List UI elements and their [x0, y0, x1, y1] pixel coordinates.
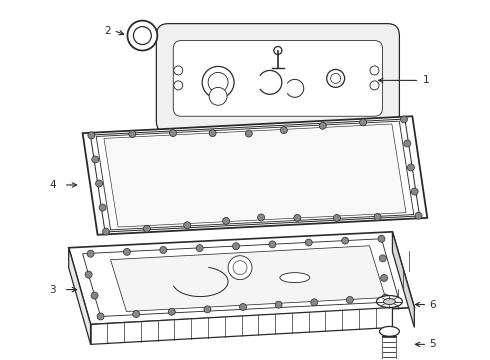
Circle shape — [311, 299, 318, 306]
Text: 6: 6 — [429, 300, 436, 310]
Circle shape — [333, 215, 341, 221]
Circle shape — [415, 212, 422, 219]
Ellipse shape — [376, 296, 402, 307]
Circle shape — [370, 66, 379, 75]
Circle shape — [258, 214, 265, 221]
Circle shape — [400, 116, 408, 123]
Circle shape — [170, 130, 176, 136]
Circle shape — [360, 119, 367, 126]
Circle shape — [305, 239, 312, 246]
Circle shape — [385, 327, 394, 336]
Polygon shape — [69, 232, 415, 324]
Circle shape — [228, 256, 252, 280]
Circle shape — [342, 237, 348, 244]
Circle shape — [129, 130, 136, 138]
Polygon shape — [392, 232, 415, 328]
Polygon shape — [83, 116, 427, 235]
Circle shape — [202, 67, 234, 98]
Polygon shape — [91, 307, 392, 345]
Circle shape — [133, 27, 151, 45]
Circle shape — [102, 228, 109, 235]
Circle shape — [269, 241, 276, 248]
Circle shape — [411, 188, 418, 195]
Text: 1: 1 — [423, 75, 430, 85]
Circle shape — [209, 87, 227, 105]
Circle shape — [222, 217, 229, 224]
Circle shape — [85, 271, 92, 278]
Circle shape — [379, 255, 386, 262]
Circle shape — [144, 225, 150, 232]
Polygon shape — [104, 124, 406, 227]
Text: 2: 2 — [104, 26, 111, 36]
Polygon shape — [83, 239, 399, 316]
Circle shape — [91, 292, 98, 299]
Ellipse shape — [379, 327, 399, 336]
Circle shape — [92, 156, 99, 163]
Circle shape — [99, 204, 106, 211]
Circle shape — [275, 301, 282, 308]
Circle shape — [319, 122, 326, 129]
Circle shape — [378, 235, 385, 242]
Circle shape — [160, 247, 167, 253]
Polygon shape — [96, 121, 414, 230]
Circle shape — [123, 248, 130, 255]
Circle shape — [382, 294, 389, 301]
Ellipse shape — [280, 273, 310, 283]
Circle shape — [97, 313, 104, 320]
Circle shape — [88, 132, 95, 139]
Circle shape — [184, 222, 191, 229]
Polygon shape — [111, 246, 386, 311]
Circle shape — [127, 21, 157, 50]
Polygon shape — [69, 248, 91, 345]
Circle shape — [233, 243, 240, 250]
Circle shape — [196, 245, 203, 252]
Ellipse shape — [384, 298, 395, 305]
Circle shape — [370, 81, 379, 90]
Circle shape — [174, 81, 183, 90]
Circle shape — [208, 72, 228, 92]
Circle shape — [133, 311, 140, 318]
Circle shape — [168, 308, 175, 315]
Circle shape — [274, 46, 282, 54]
Circle shape — [245, 130, 252, 137]
Circle shape — [87, 250, 94, 257]
Circle shape — [407, 164, 415, 171]
Circle shape — [346, 296, 353, 303]
Text: 3: 3 — [49, 284, 56, 294]
Circle shape — [327, 69, 344, 87]
Circle shape — [174, 66, 183, 75]
Circle shape — [204, 306, 211, 313]
FancyBboxPatch shape — [156, 24, 399, 133]
Circle shape — [240, 303, 246, 310]
Text: 4: 4 — [49, 180, 56, 190]
FancyBboxPatch shape — [159, 27, 396, 130]
Circle shape — [331, 73, 341, 84]
FancyBboxPatch shape — [161, 28, 394, 128]
Circle shape — [280, 127, 287, 134]
Circle shape — [233, 261, 247, 275]
FancyBboxPatch shape — [173, 41, 383, 116]
Circle shape — [294, 214, 301, 221]
Circle shape — [381, 274, 388, 282]
Circle shape — [209, 130, 216, 137]
Circle shape — [404, 140, 411, 147]
Polygon shape — [90, 119, 419, 232]
Text: 5: 5 — [429, 339, 436, 349]
Circle shape — [96, 180, 102, 187]
Circle shape — [374, 213, 381, 221]
